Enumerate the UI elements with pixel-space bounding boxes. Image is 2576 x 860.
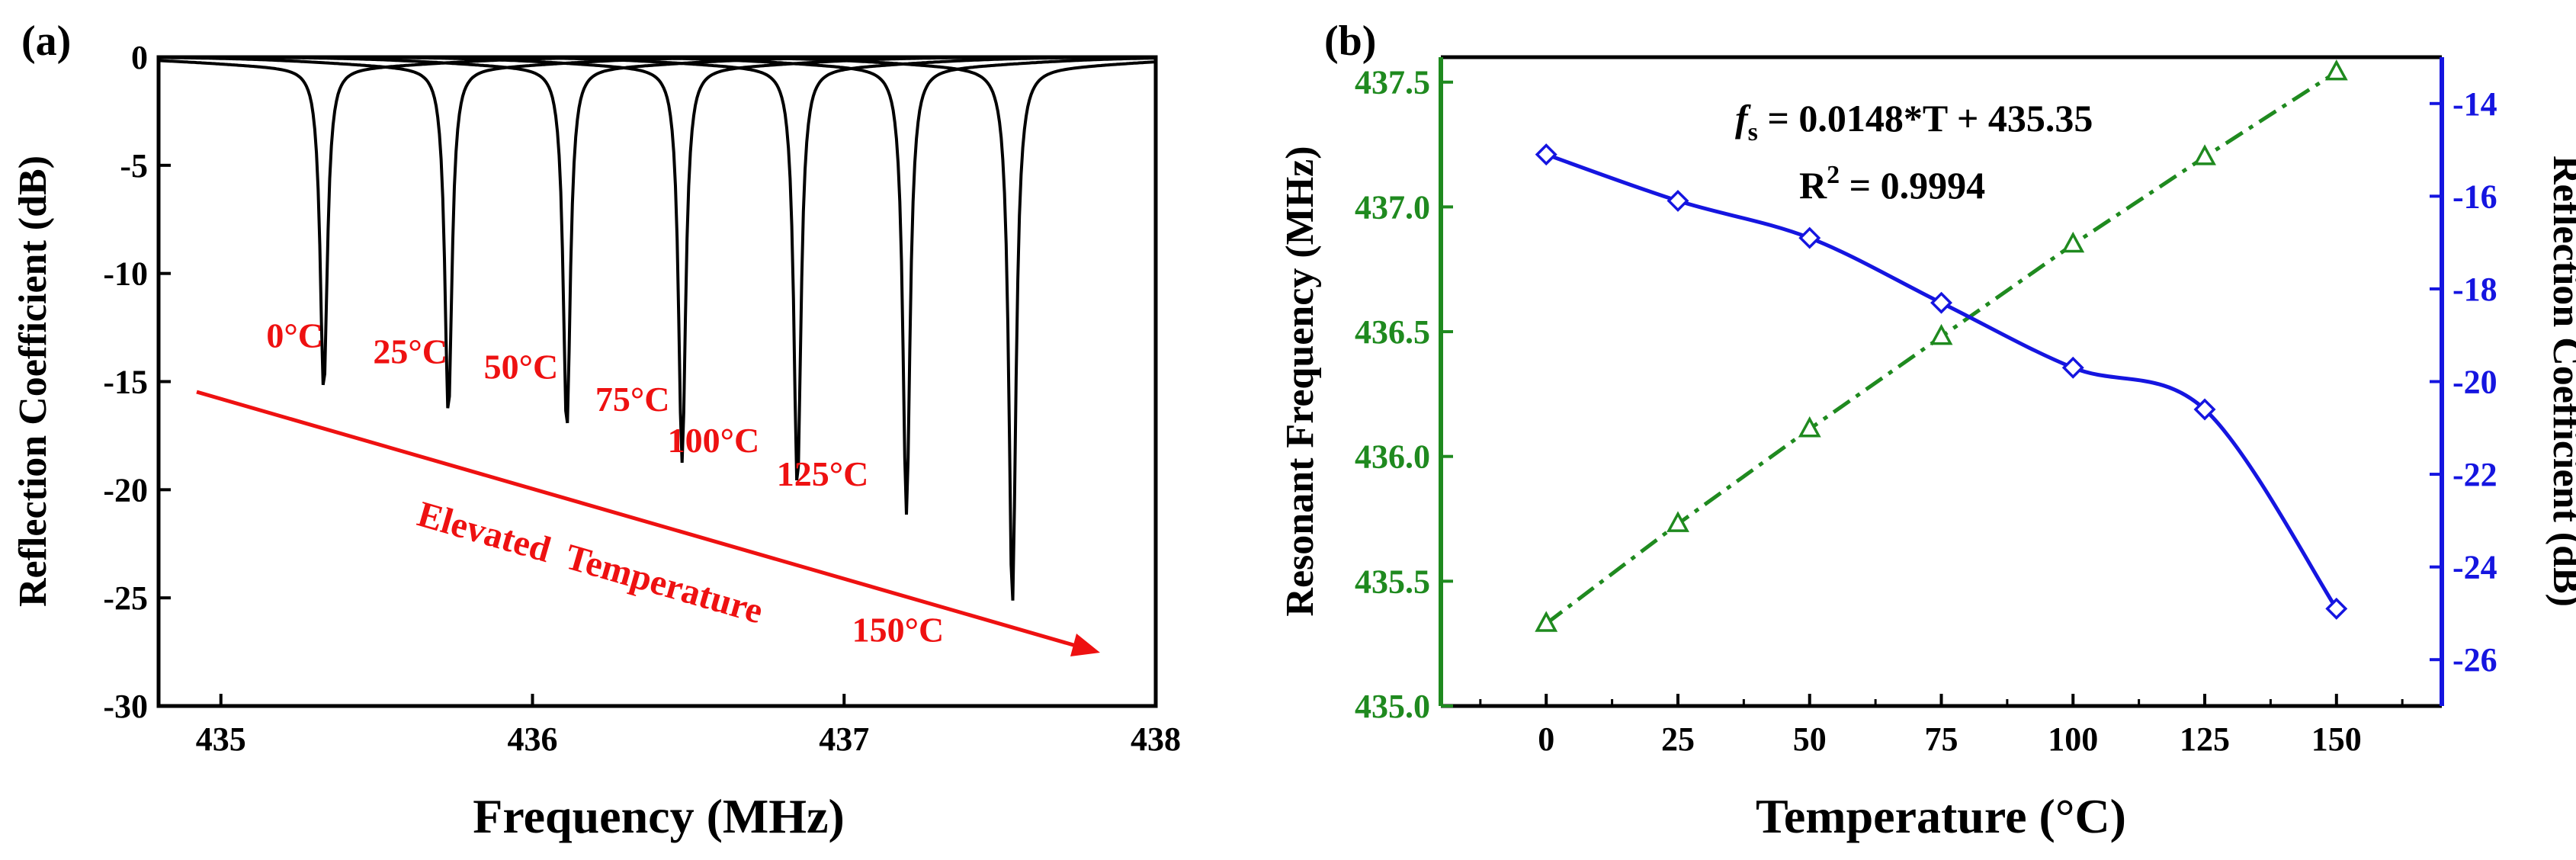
resonant-frequency-point	[1930, 323, 1953, 345]
panel-a: (a) 435 436 437 438 0 -5 -10 -15 -20 -25 -30 0°C 2…	[11, 18, 1181, 843]
panel-b-series	[1535, 59, 2348, 632]
reflection-coefficient-point	[2193, 398, 2216, 421]
x-tick-label: 437	[819, 720, 869, 758]
panel-b-label: (b)	[1324, 18, 1376, 65]
left-tick-label: 436.5	[1355, 313, 1430, 351]
x-tick-label: 0	[1538, 720, 1554, 758]
right-tick-label: -16	[2452, 178, 2497, 215]
y-tick-label: -10	[103, 255, 148, 293]
y-tick-label: -15	[103, 364, 148, 401]
reflection-coefficient-line	[1545, 152, 2338, 610]
peak-temperature-label: 0°C	[266, 316, 323, 355]
panel-a-x-ticks: 435 436 437 438	[196, 694, 1181, 758]
reflection-coefficient-point	[1930, 291, 1952, 314]
panel-b-right-ticks: -14 -16 -18 -20 -22 -24 -26	[2430, 85, 2497, 679]
y-tick-label: -20	[103, 471, 148, 509]
fit-equation: fs = 0.0148*T + 435.35	[1735, 97, 2093, 146]
panel-b-left-axis-title: Resonant Frequency (MHz)	[1278, 146, 1322, 616]
x-tick-label: 438	[1131, 720, 1181, 758]
x-tick-label: 25	[1661, 720, 1695, 758]
x-tick-label: 100	[2048, 720, 2098, 758]
y-tick-label: 0	[131, 39, 148, 76]
panel-a-y-axis-title: Reflection Coefficient (dB)	[11, 156, 55, 607]
x-tick-label: 435	[196, 720, 246, 758]
reflection-coefficient-point	[2061, 356, 2084, 379]
right-tick-label: -14	[2452, 85, 2497, 123]
peak-temperature-label: 125°C	[777, 454, 869, 493]
resonant-frequency-point	[2061, 231, 2085, 253]
reflection-coefficient-point	[2325, 597, 2348, 620]
x-tick-label: 75	[1925, 720, 1958, 758]
x-tick-label: 125	[2180, 720, 2230, 758]
elevated-temperature-label: Elevated Temperature	[413, 494, 768, 632]
left-tick-label: 437.0	[1355, 188, 1430, 226]
reflection-coefficient-point	[1798, 226, 1821, 249]
left-tick-label: 436.0	[1355, 438, 1430, 476]
reflection-coefficient-point	[1667, 189, 1689, 212]
left-tick-label: 435.0	[1355, 688, 1430, 725]
x-tick-label: 50	[1793, 720, 1827, 758]
x-tick-label: 436	[508, 720, 558, 758]
right-tick-label: -18	[2452, 271, 2497, 308]
left-tick-label: 435.5	[1355, 563, 1430, 600]
panel-b-right-axis-title: Reflection Coefficient (dB)	[2545, 156, 2576, 607]
right-tick-label: -26	[2452, 641, 2497, 679]
resonant-frequency-point	[1798, 416, 1821, 438]
resonant-frequency-line	[1545, 70, 2338, 625]
panel-b-left-ticks: 435.0 435.5 436.0 436.5 437.0 437.5	[1355, 64, 1453, 725]
x-tick-label: 150	[2311, 720, 2362, 758]
y-tick-label: -25	[103, 579, 148, 617]
peak-temperature-label: 150°C	[852, 610, 945, 649]
panel-b: (b) 0 25 50 75 100 125 150 435.0 435.5 436.0 436.…	[1278, 18, 2576, 843]
peak-temperature-label: 50°C	[484, 348, 559, 387]
peak-temperature-label: 25°C	[373, 332, 448, 371]
resonant-frequency-point	[2193, 144, 2216, 165]
panel-b-x-axis-title: Temperature (°C)	[1756, 789, 2126, 843]
y-tick-label: -30	[103, 688, 148, 725]
resonant-frequency-point	[2324, 59, 2348, 81]
right-tick-label: -24	[2452, 549, 2497, 586]
left-tick-label: 437.5	[1355, 64, 1430, 101]
panel-b-x-ticks: 0 25 50 75 100 125 150	[1479, 694, 2404, 758]
panel-a-label: (a)	[21, 18, 71, 65]
y-tick-label: -5	[120, 147, 148, 185]
elevated-temperature-arrow: Elevated Temperature	[196, 390, 1100, 656]
peak-temperature-label: 75°C	[595, 380, 670, 419]
peak-temperature-label: 100°C	[668, 421, 760, 460]
resonant-frequency-point	[1535, 611, 1558, 632]
right-tick-label: -22	[2452, 456, 2497, 493]
resonant-frequency-point	[1667, 511, 1689, 532]
panel-a-x-axis-title: Frequency (MHz)	[473, 789, 845, 843]
panel-a-y-ticks: 0 -5 -10 -15 -20 -25 -30	[103, 39, 171, 725]
r-squared: R2 = 0.9994	[1799, 161, 1985, 207]
reflection-coefficient-point	[1535, 143, 1557, 166]
right-tick-label: -20	[2452, 364, 2497, 401]
